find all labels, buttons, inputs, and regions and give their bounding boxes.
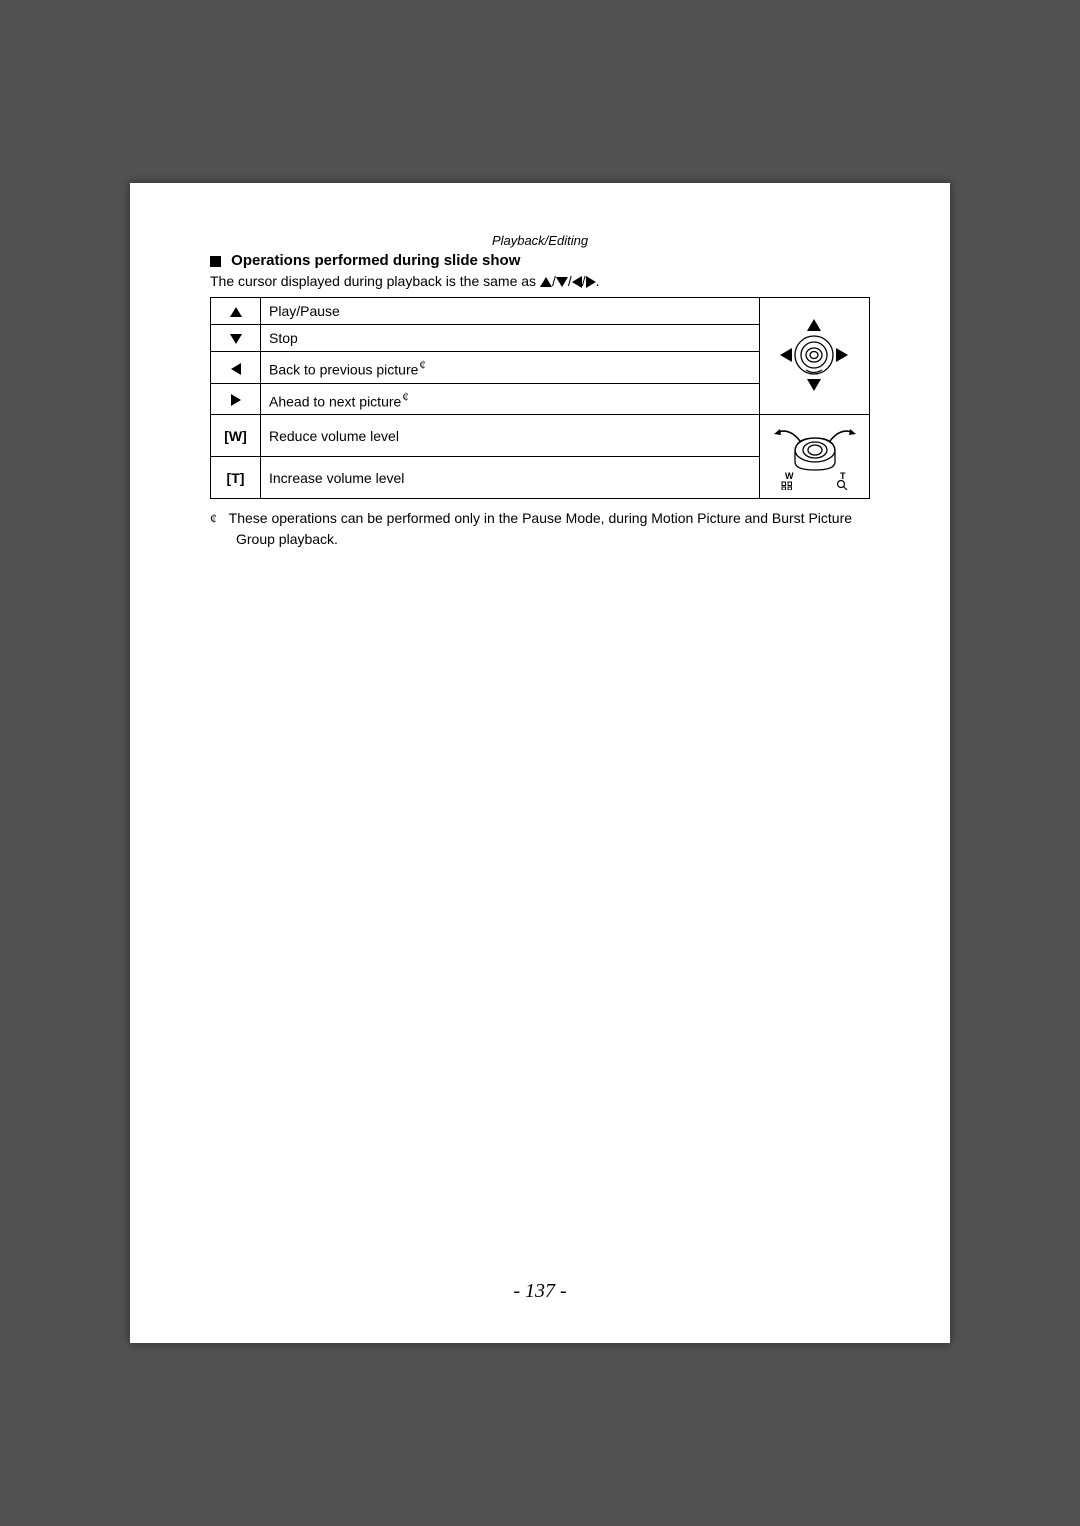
operations-table: Play/Pause Stop Back to: [210, 297, 870, 499]
zoom-lever-icon: W T: [770, 420, 860, 490]
cell-diagram-lever: W T: [760, 415, 870, 499]
cell-desc: Stop: [261, 325, 760, 352]
footnote-marker: ¢: [210, 512, 217, 527]
cursor-description: The cursor displayed during playback is …: [210, 273, 870, 289]
cell-icon: [211, 298, 261, 325]
svg-text:W: W: [785, 471, 794, 481]
footnote: ¢ These operations can be performed only…: [210, 509, 870, 549]
dpad-icon: [772, 315, 857, 395]
heading-text: Operations performed during slide show: [231, 252, 520, 269]
right-arrow-icon: [586, 276, 596, 288]
ref-mark: ¢: [402, 389, 409, 404]
up-arrow-icon: [230, 307, 242, 317]
cell-icon: [211, 352, 261, 384]
cell-desc: Play/Pause: [261, 298, 760, 325]
cell-desc: Ahead to next picture¢: [261, 383, 760, 415]
desc-text: Ahead to next picture: [269, 393, 401, 409]
cell-desc: Reduce volume level: [261, 415, 760, 457]
footnote-text: These operations can be performed only i…: [229, 510, 852, 547]
cell-desc: Increase volume level: [261, 457, 760, 499]
left-arrow-icon: [231, 363, 241, 375]
heading-line: Operations performed during slide show: [210, 252, 870, 269]
left-arrow-icon: [572, 276, 582, 288]
section-header: Playback/Editing: [210, 233, 870, 248]
cell-icon: [T]: [211, 457, 261, 499]
desc-text: Back to previous picture: [269, 362, 418, 378]
cell-icon: [211, 325, 261, 352]
table-row: Play/Pause: [211, 298, 870, 325]
table-row: [W] Reduce volume level W T: [211, 415, 870, 457]
cell-diagram-dpad: [760, 298, 870, 415]
down-arrow-icon: [230, 334, 242, 344]
cell-desc: Back to previous picture¢: [261, 352, 760, 384]
cell-icon: [211, 383, 261, 415]
down-arrow-icon: [556, 277, 568, 287]
document-page: Playback/Editing Operations performed du…: [130, 183, 950, 1343]
cell-icon: [W]: [211, 415, 261, 457]
page-number: - 137 -: [130, 1280, 950, 1303]
right-arrow-icon: [231, 394, 241, 406]
up-arrow-icon: [540, 277, 552, 287]
svg-text:T: T: [840, 471, 846, 481]
cursor-text-suffix: .: [596, 273, 600, 289]
cursor-text-prefix: The cursor displayed during playback is …: [210, 273, 540, 289]
square-bullet-icon: [210, 256, 221, 267]
ref-mark: ¢: [419, 357, 426, 372]
